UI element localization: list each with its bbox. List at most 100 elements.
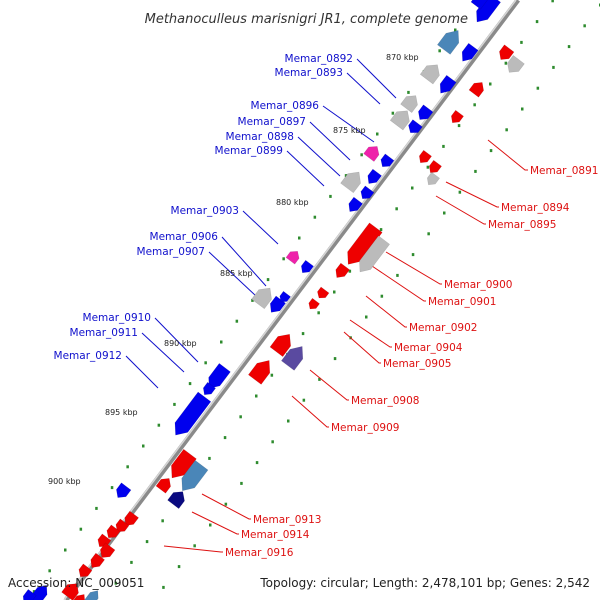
tick-dot (348, 269, 352, 273)
tick-dot (173, 402, 176, 406)
scale-label: 895 kbp (105, 408, 138, 417)
tick-dot (551, 0, 554, 3)
forward-gene-label: Memar_0898 (226, 131, 294, 143)
scale-label: 875 kbp (333, 126, 366, 135)
reverse-gene-label: Memar_0900 (444, 279, 512, 291)
forward-gene-label: Memar_0897 (238, 116, 306, 128)
gene-arrow (124, 510, 139, 526)
reverse-gene-label: Memar_0894 (501, 202, 570, 214)
gene-arrow (279, 290, 291, 303)
gene-arrow (419, 64, 440, 85)
leader-line (356, 58, 397, 99)
leader-line (291, 395, 329, 428)
tick-dot (161, 519, 164, 523)
forward-gene-label: Memar_0911 (70, 327, 138, 339)
forward-gene-labels: Memar_0892 Memar_0893 Memar_0896 Memar_0897… (54, 53, 353, 362)
gene-arrow (71, 594, 86, 600)
gene-arrow (90, 552, 105, 568)
leader-line (208, 251, 257, 297)
tick-dot (255, 394, 258, 398)
gene-arrow (427, 171, 440, 186)
tick-dot (474, 169, 477, 173)
reverse-gene-label: Memar_0905 (383, 358, 451, 370)
tick-dot (266, 278, 270, 282)
tick-dot (379, 228, 383, 232)
scale-label: 890 kbp (164, 339, 197, 348)
tick-dot (95, 506, 98, 510)
leader-line (445, 181, 499, 208)
reverse-gene-label: Memar_0895 (488, 219, 556, 231)
leader-line (141, 332, 185, 373)
leader-line (297, 136, 341, 177)
gene-arrow (348, 196, 363, 212)
tick-dot (313, 215, 317, 219)
gene-arrow (347, 222, 383, 265)
gene-arrow (429, 159, 442, 174)
tick-dot (505, 128, 508, 132)
leader-line (221, 236, 267, 287)
leader-line (365, 295, 407, 328)
tick-dot (240, 481, 243, 485)
gene-arrow (155, 478, 171, 494)
gene-arrow (281, 346, 304, 371)
gene-arrow (174, 391, 212, 436)
topology-text: Topology: circular; Length: 2,478,101 bp… (259, 576, 590, 590)
tick-dot (438, 49, 441, 53)
gene-arrow (461, 42, 479, 62)
reverse-gene-label: Memar_0908 (351, 395, 419, 407)
tick-dot (251, 298, 254, 302)
tick-dot (442, 144, 445, 148)
tick-dot (130, 560, 133, 564)
gene-arrow (317, 286, 330, 299)
gene-arrow (83, 590, 99, 600)
tick-dot (162, 585, 165, 589)
gene-arrow (116, 482, 132, 498)
gene-arrow (470, 0, 491, 10)
tick-dot (48, 569, 51, 573)
forward-gene-label: Memar_0907 (137, 246, 205, 258)
leader-line (286, 150, 325, 187)
scale-label: 870 kbp (386, 53, 419, 62)
tick-dot (220, 340, 223, 344)
tick-dot (583, 24, 586, 28)
reverse-gene-label: Memar_0901 (428, 296, 496, 308)
gene-arrow (106, 524, 121, 539)
gene-arrow (367, 168, 382, 184)
tick-dot (126, 465, 129, 469)
tick-dot (443, 211, 446, 215)
tick-dot-tracks (32, 0, 600, 594)
tick-dot (380, 294, 384, 298)
tick-dot (426, 165, 430, 169)
gene-arrow (248, 360, 271, 385)
tick-dot (239, 415, 242, 419)
gene-arrow (507, 55, 525, 73)
leader-line (385, 251, 442, 285)
tick-dot (458, 190, 462, 194)
tick-dot (520, 40, 523, 44)
tick-dot (223, 436, 227, 440)
tick-dot (235, 319, 239, 323)
gene-arrow (451, 109, 464, 124)
tick-dot (536, 86, 540, 90)
gene-features (22, 0, 525, 600)
reverse-gene-label: Memar_0904 (394, 342, 463, 354)
tick-dot (365, 315, 368, 319)
leader-line (309, 369, 349, 401)
genome-backbone (64, 0, 520, 600)
leader-line (487, 139, 528, 171)
tick-dot (411, 253, 415, 257)
gene-arrow (476, 0, 501, 23)
gene-arrow (301, 259, 314, 274)
tick-dot (255, 461, 259, 465)
leader-line (343, 331, 381, 364)
tick-dot (504, 61, 508, 65)
gene-arrow (335, 262, 350, 278)
tick-dot (360, 153, 363, 157)
scale-labels: 870 kbp 875 kbp 880 kbp 885 kbp 890 kbp 895 k… (48, 53, 419, 486)
tick-dot (301, 332, 305, 336)
tick-dot (391, 111, 395, 115)
tick-dot (535, 20, 539, 24)
tick-dot (344, 174, 348, 178)
gene-arrow (389, 110, 410, 131)
tick-dot (521, 107, 524, 111)
